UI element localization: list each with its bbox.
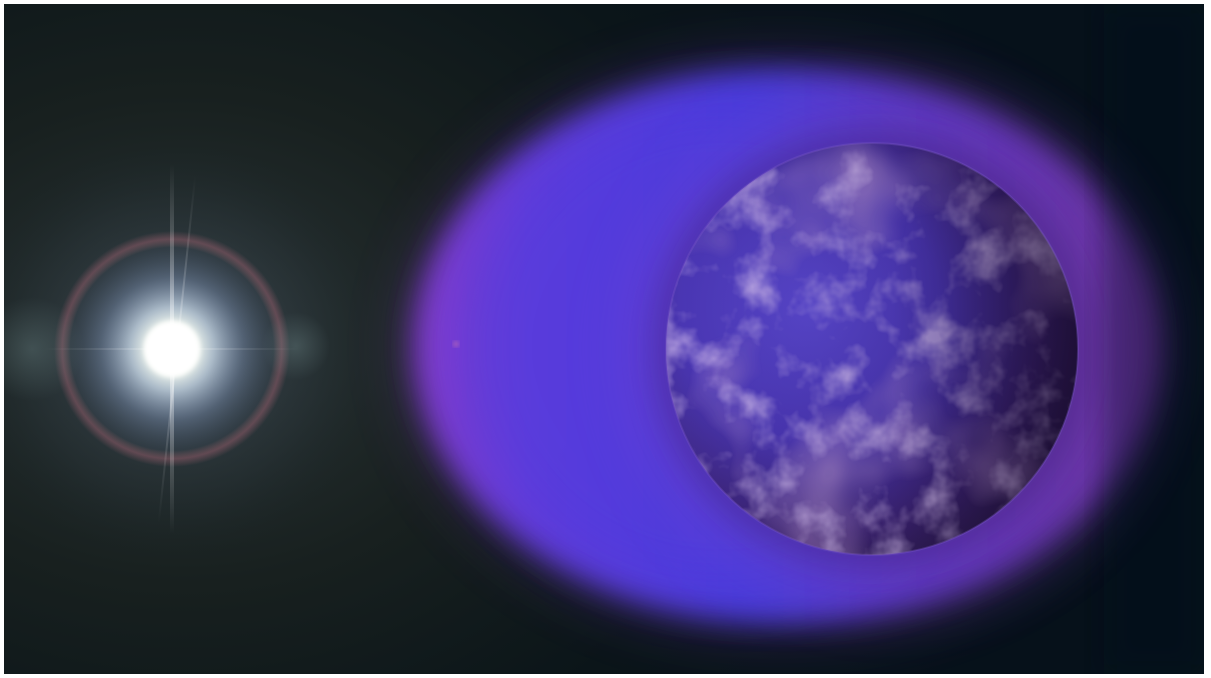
- space-scene: [4, 4, 1204, 674]
- planet: [665, 142, 1079, 556]
- star: [4, 139, 382, 559]
- image-frame: [4, 4, 1204, 674]
- right-vignette: [1104, 4, 1204, 674]
